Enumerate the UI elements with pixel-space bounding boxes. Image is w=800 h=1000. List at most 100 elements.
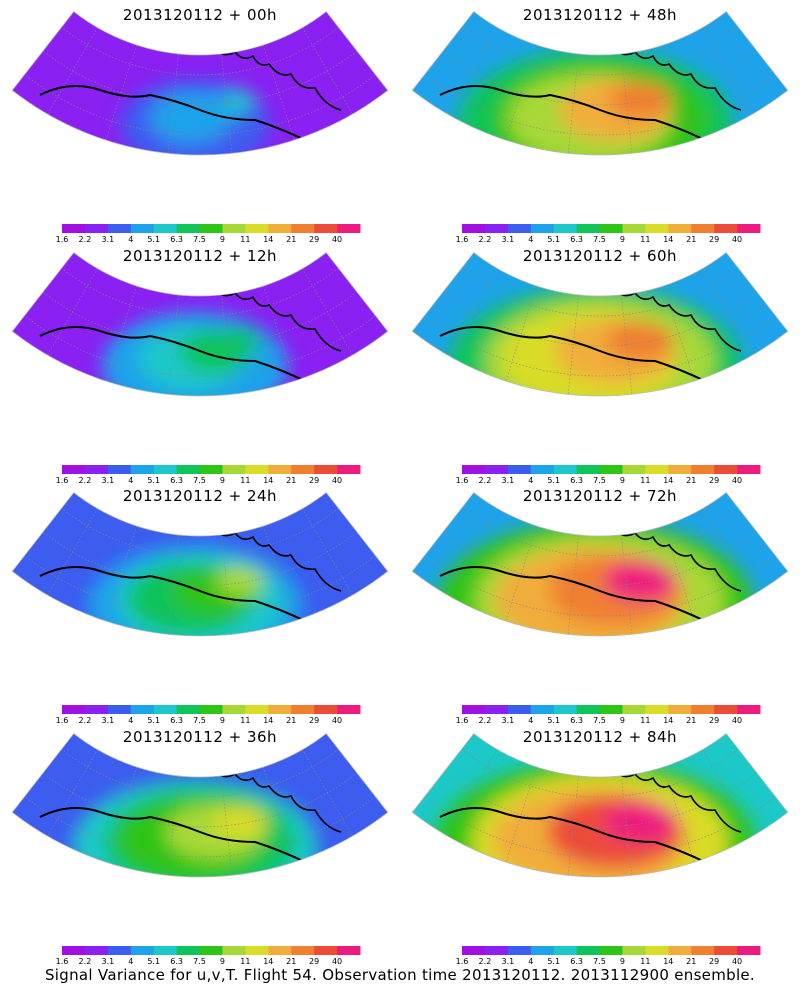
longitude-line <box>621 294 633 395</box>
map-panel: 2013120112 + 72h 1.6 2.2 3.1 4 5.1 6.3 7.5 9 11 14… <box>400 481 800 726</box>
colorbar-tick-label: 21 <box>286 476 297 485</box>
colorbar-swatch <box>714 946 738 955</box>
colorbar-tick-label: 6.3 <box>570 476 583 485</box>
colorbar-swatch <box>599 705 623 714</box>
longitude-line <box>702 268 753 356</box>
longitude-line <box>221 534 233 635</box>
latitude-line <box>461 268 739 317</box>
longitude-line <box>263 766 295 863</box>
colorbar-swatch <box>268 224 292 233</box>
colorbar-swatch <box>599 465 623 474</box>
longitude-line <box>47 749 98 837</box>
colorbar-swatch <box>576 465 601 474</box>
colorbar-swatch <box>507 946 532 955</box>
longitude-line <box>302 749 353 837</box>
colorbar-labels: 1.6 2.2 3.1 4 5.1 6.3 7.5 9 11 14 21 29 40 <box>56 716 360 726</box>
colorbar-tick-label: 40 <box>731 957 743 966</box>
longitude-line <box>302 268 353 356</box>
variance-field <box>412 252 788 396</box>
longitude-line <box>505 766 537 863</box>
latitude-line <box>24 315 376 377</box>
colorbar-swatch <box>507 705 532 714</box>
colorbar-swatch <box>199 705 223 714</box>
variance-field <box>12 252 388 396</box>
variance-contour <box>602 801 678 843</box>
colorbar-tick-label: 9 <box>619 716 625 725</box>
latitude-line <box>442 772 758 828</box>
colorbar-swatch <box>645 946 669 955</box>
variance-contour <box>608 82 672 118</box>
colorbar-swatch <box>462 705 486 714</box>
colorbar-swatch <box>599 224 623 233</box>
colorbar-tick-label: 7.5 <box>193 235 206 244</box>
latitude-line <box>61 27 339 76</box>
longitude-line <box>567 775 579 876</box>
colorbar-tick-label: 11 <box>640 957 651 966</box>
variance-field <box>412 733 788 877</box>
colorbar-swatch <box>314 465 338 474</box>
colorbar-tick-label: 6.3 <box>170 235 183 244</box>
colorbar-tick-label: 2.2 <box>78 235 92 244</box>
colorbar-tick-label: 4 <box>128 957 134 966</box>
longitude-line <box>167 294 179 395</box>
variance-field <box>412 11 788 155</box>
latitude-line <box>42 531 358 587</box>
colorbar-tick-label: 9 <box>619 957 625 966</box>
colorbar-tick-label: 11 <box>240 957 251 966</box>
map-panel: 2013120112 + 48h 1.6 2.2 3.1 4 5.1 6.3 7.5 9 11 14… <box>400 0 800 245</box>
variance-map <box>411 10 789 233</box>
colorbar-swatch <box>622 465 646 474</box>
colorbar-tick-label: 2.2 <box>478 235 492 244</box>
colorbar-swatch <box>176 705 201 714</box>
colorbar-tick-label: 9 <box>219 957 225 966</box>
colorbar-swatch <box>62 224 86 233</box>
colorbar-tick-label: 1.6 <box>55 235 69 244</box>
longitude-line <box>447 27 498 115</box>
colorbar-swatch <box>268 946 292 955</box>
figure-caption: Signal Variance for u,v,T. Flight 54. Ob… <box>44 966 756 984</box>
colorbar-swatch <box>668 705 692 714</box>
colorbar-swatch <box>714 705 738 714</box>
colorbar-tick-label: 1.6 <box>55 476 69 485</box>
colorbar-swatch <box>507 465 532 474</box>
panel-title: 2013120112 + 24h <box>122 487 278 505</box>
map-boundary <box>411 251 789 397</box>
colorbar-tick-label: 6.3 <box>170 476 183 485</box>
colorbar-tick-label: 14 <box>263 235 274 244</box>
latitude-line <box>42 772 358 828</box>
colorbar-tick-label: 9 <box>219 235 225 244</box>
longitude-line <box>263 44 295 141</box>
colorbar-swatch <box>530 224 555 233</box>
longitude-line <box>447 268 498 356</box>
latitude-line <box>442 531 758 587</box>
colorbar-tick-label: 14 <box>663 957 674 966</box>
colorbar-swatch <box>462 224 486 233</box>
colorbar-tick-label: 9 <box>619 235 625 244</box>
colorbar-swatch <box>507 224 532 233</box>
colorbar-swatch <box>462 946 486 955</box>
latitude-line <box>24 796 376 858</box>
longitude-line <box>567 53 579 154</box>
colorbar-tick-label: 3.1 <box>101 476 115 485</box>
colorbar-swatch <box>553 705 578 714</box>
longitude-line <box>47 27 98 115</box>
colorbar-tick-label: 11 <box>640 476 651 485</box>
colorbar-tick-label: 40 <box>331 957 343 966</box>
colorbar-tick-label: 40 <box>731 716 743 725</box>
longitude-line <box>221 775 233 876</box>
colorbar-labels: 1.6 2.2 3.1 4 5.1 6.3 7.5 9 11 14 21 29 40 <box>456 957 760 967</box>
colorbar-tick-label: 5.1 <box>547 476 561 485</box>
variance-contour <box>216 566 264 596</box>
colorbar-tick-label: 40 <box>331 716 343 725</box>
colorbar-swatch <box>84 465 109 474</box>
colorbar-swatch <box>268 465 292 474</box>
latitude-line <box>461 27 739 76</box>
colorbar-tick-label: 29 <box>709 476 720 485</box>
longitude-line <box>567 294 579 395</box>
colorbar-swatch <box>222 946 246 955</box>
colorbar-tick-label: 3.1 <box>101 235 115 244</box>
latitude-line <box>461 749 739 798</box>
longitude-line <box>702 749 753 837</box>
map-boundary <box>411 732 789 878</box>
colorbar-swatch <box>291 465 315 474</box>
